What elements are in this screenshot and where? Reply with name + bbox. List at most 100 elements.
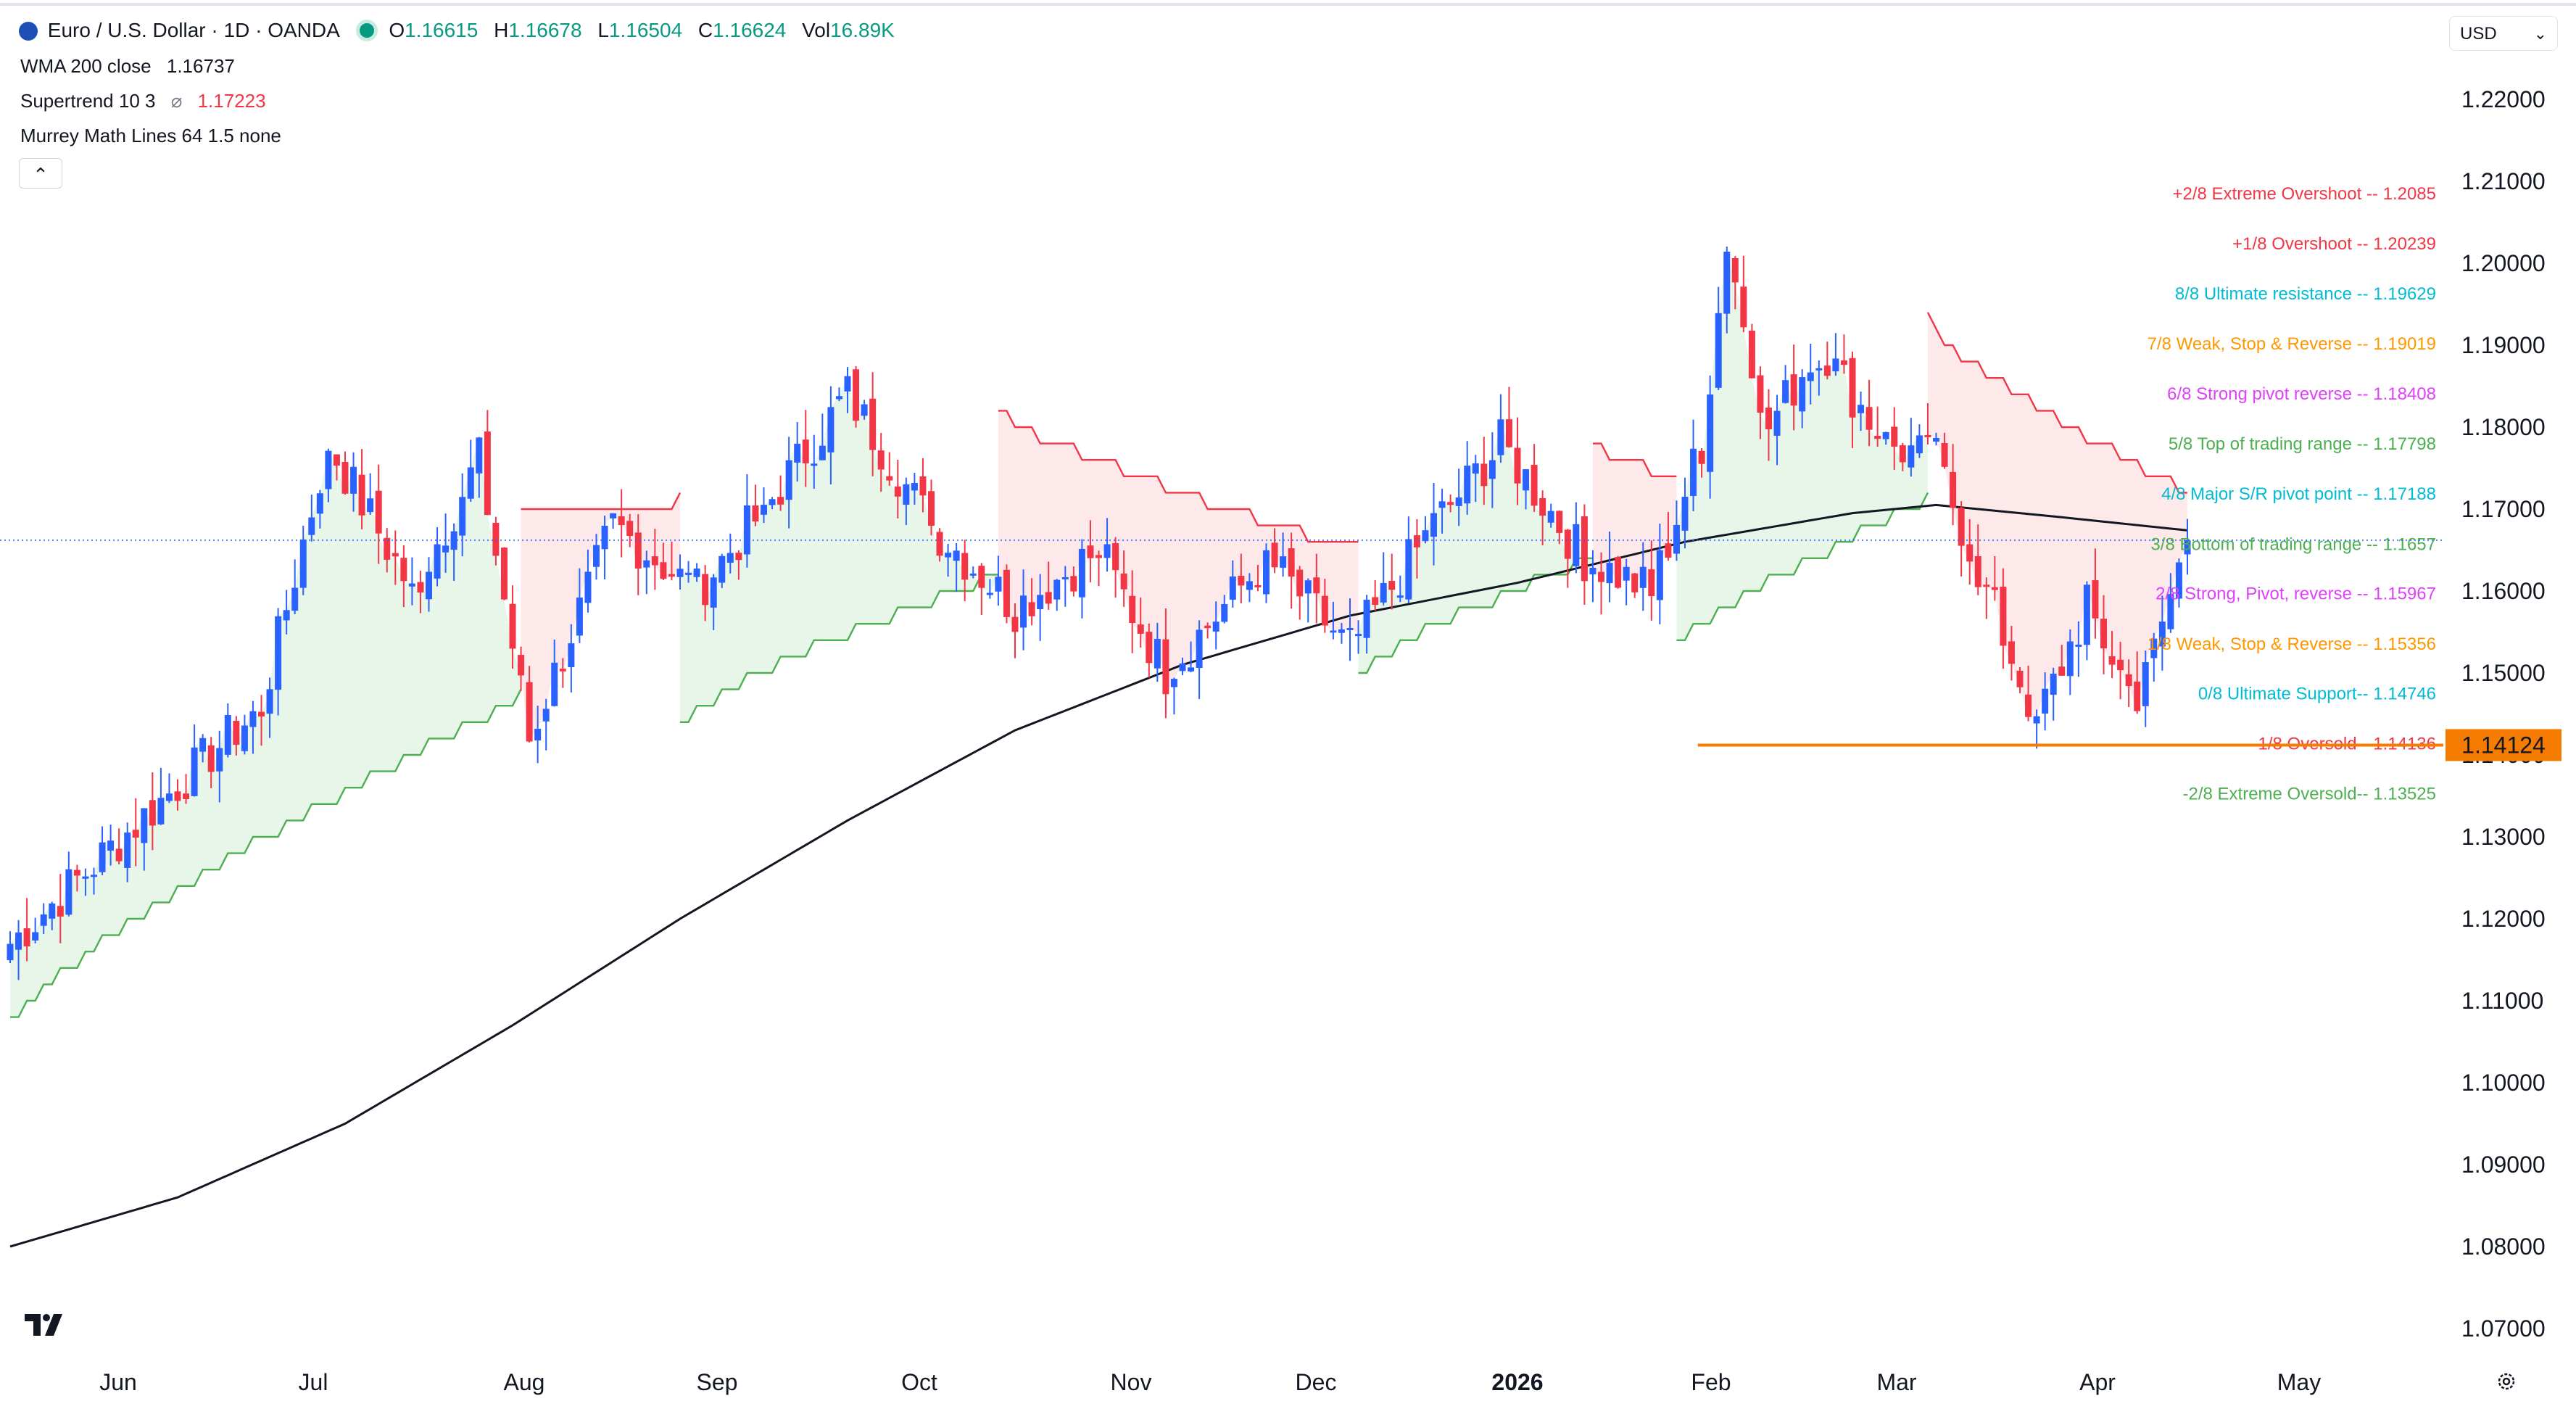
candle-body [610, 513, 617, 518]
candle-body [484, 431, 491, 516]
candle-body [341, 462, 349, 494]
candle-body [651, 556, 658, 566]
candle-body [65, 869, 73, 915]
murrey-label-1: +1/8 Overshoot -- 1.20239 [2232, 234, 2436, 254]
candle-body [2184, 540, 2191, 555]
candle-body [668, 574, 675, 577]
candle-body [526, 682, 533, 742]
candle-body [2050, 673, 2057, 695]
candle-body [710, 577, 717, 608]
candle-body [1045, 592, 1052, 604]
candle-body [283, 610, 290, 621]
candle-body [1396, 595, 1404, 598]
supertrend-fill-3 [998, 410, 1359, 695]
euro-flag-icon [19, 22, 38, 41]
candle-body [2066, 641, 2074, 677]
candle-body [1639, 566, 1647, 588]
candle-body [936, 532, 943, 556]
candle-body [1330, 630, 1337, 633]
candle-body [1338, 629, 1345, 633]
candle-body [542, 708, 550, 722]
candle-body [1782, 380, 1789, 403]
candle-body [1438, 501, 1446, 508]
candle-body [1061, 577, 1069, 579]
candle-body [1623, 566, 1630, 581]
candle-body [308, 517, 315, 535]
candle-body [99, 842, 106, 872]
candle-body [1288, 548, 1295, 577]
candle-body [761, 505, 767, 515]
chevron-up-icon: ⌃ [33, 164, 49, 186]
candle-body [1681, 497, 1689, 531]
candle-body [1455, 497, 1462, 506]
candle-body [1120, 573, 1127, 590]
candle-body [141, 808, 148, 843]
candle-body [1028, 602, 1035, 616]
candle-body [107, 840, 115, 851]
open-value: 1.16615 [405, 19, 479, 41]
low-value: 1.16504 [608, 19, 683, 41]
candle-body [1731, 257, 1739, 283]
candle-body [2150, 638, 2158, 658]
candle-body [534, 729, 542, 741]
candle-body [15, 932, 22, 950]
candle-body [1849, 358, 1856, 418]
gear-icon[interactable] [2496, 1371, 2517, 1392]
candle-body [174, 791, 181, 801]
candle-body [1372, 597, 1379, 606]
candle-body [643, 560, 650, 568]
candle-body [1112, 543, 1119, 571]
candle-body [1129, 595, 1136, 623]
candle-body [1765, 408, 1772, 429]
y-tick-label: 1.07000 [2461, 1315, 2546, 1342]
candle-body [2125, 674, 2132, 687]
symbol-title[interactable]: Euro / U.S. Dollar · 1D · OANDA [47, 19, 340, 41]
supertrend-value: 1.17223 [197, 90, 266, 112]
candle-body [894, 486, 901, 497]
candle-body [1053, 579, 1061, 600]
candle-body [1615, 557, 1622, 588]
candle-body [1799, 377, 1806, 412]
candle-body [995, 577, 1002, 592]
candle-body [1941, 442, 1948, 467]
candle-body [1523, 469, 1530, 491]
candle-body [32, 932, 39, 941]
collapse-legend-button[interactable]: ⌃ [19, 158, 62, 189]
y-tick-label: 1.12000 [2461, 906, 2546, 932]
candle-body [718, 555, 726, 583]
candle-body [1606, 563, 1613, 584]
candle-body [1589, 567, 1596, 575]
candle-body [1539, 497, 1546, 516]
candle-body [1865, 407, 1873, 430]
y-tick-label: 1.17000 [2461, 496, 2546, 522]
candle-body [1899, 445, 1906, 463]
candle-body [1070, 576, 1077, 592]
candle-body [1823, 365, 1831, 376]
candle-body [702, 574, 709, 606]
candle-body [1087, 545, 1094, 558]
candle-body [1146, 632, 1153, 664]
candle-body [1170, 679, 1177, 687]
currency-selector[interactable]: USD ⌄ [2449, 16, 2558, 51]
candle-body [1882, 431, 1889, 439]
candle-body [1891, 426, 1898, 447]
candle-body [375, 490, 382, 534]
wma-legend[interactable]: WMA 200 close 1.16737 [20, 55, 239, 78]
candle-body [1673, 524, 1680, 554]
chevron-down-icon: ⌄ [2533, 25, 2547, 43]
candle-body [961, 553, 969, 580]
candle-body [1807, 372, 1814, 381]
candle-body [827, 407, 834, 453]
supertrend-legend[interactable]: Supertrend 10 3 ⌀ 1.17223 [20, 90, 270, 112]
candle-body [1916, 435, 1923, 454]
current-price-tag [2445, 729, 2561, 761]
candle-body [2158, 621, 2166, 647]
x-tick-label: Feb [1691, 1369, 1731, 1395]
murrey-legend[interactable]: Murrey Math Lines 64 1.5 none [20, 125, 286, 147]
x-tick-label: 2026 [1491, 1369, 1543, 1395]
candle-body [132, 830, 139, 838]
candle-body [1422, 530, 1429, 542]
candle-body [1254, 584, 1262, 587]
candle-body [978, 566, 985, 588]
